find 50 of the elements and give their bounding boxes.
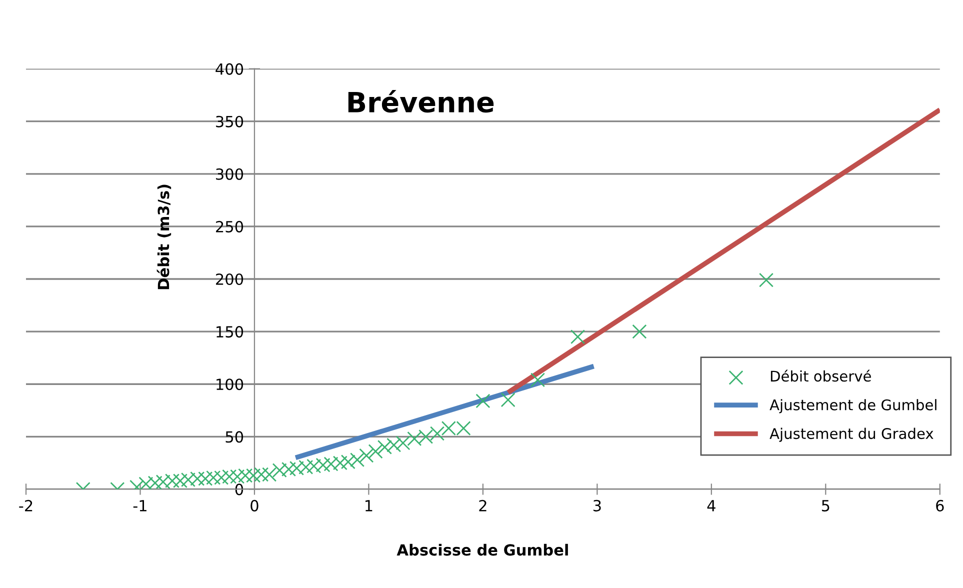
y-tick-label: 0 [235,484,244,496]
y-axis-title: Débit (m3/s) [156,184,172,290]
x-tick-label: -2 [19,500,32,512]
point [272,463,287,478]
point [500,392,516,408]
point [281,462,296,477]
point [316,458,330,472]
point [359,448,374,463]
x-tick-label: 6 [936,500,944,512]
point [289,460,304,476]
legend-label: Ajustement du Gradex [770,428,934,442]
x-tick-label: 2 [479,500,486,512]
y-tick-label: 200 [216,273,244,286]
text: Brévenne [348,90,494,113]
point [306,458,322,474]
point [430,426,445,441]
point [530,372,546,388]
point [632,324,647,339]
point [138,476,154,490]
point [386,438,402,452]
point [156,474,170,490]
point [758,272,774,288]
legend-label: Débit observé [770,370,871,382]
x-tick-label: 3 [593,500,601,512]
legend-label: Ajustement de Gumbel [770,399,936,414]
point [368,444,383,459]
x-axis-title: Abscisse de Gumbel [396,544,568,556]
y-tick-label: 100 [216,378,244,390]
x-tick-label: 0 [250,500,258,512]
point [570,330,586,344]
point [396,436,410,450]
point [377,440,392,454]
point [332,456,348,470]
y-tick-label: 350 [216,116,244,128]
point [172,474,188,488]
point [298,460,314,474]
y-tick-label: 400 [216,63,244,75]
y-tick-label: 300 [216,168,244,180]
point [148,476,162,490]
point [350,452,365,468]
y-tick-label: 150 [216,326,244,338]
y-tick-label: 250 [216,220,244,232]
point [340,454,356,470]
y-tick-label: 50 [226,431,244,443]
point [324,456,338,472]
x-tick-label: 5 [822,500,830,512]
x-tick-label: -1 [133,500,146,512]
x-tick-label: 4 [707,500,716,512]
point [476,394,490,408]
x-tick-label: 1 [366,500,372,512]
